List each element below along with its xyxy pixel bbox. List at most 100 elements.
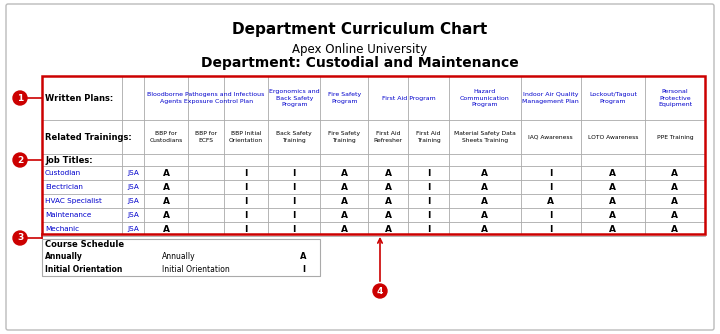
Text: I: I [245,224,248,233]
Text: Material Safety Data
Sheets Training: Material Safety Data Sheets Training [454,131,516,143]
Text: Initial Orientation: Initial Orientation [45,265,122,274]
Text: I: I [292,196,296,205]
Text: Fire Safety
Program: Fire Safety Program [328,93,361,104]
Text: A: A [672,210,678,219]
Text: A: A [341,210,348,219]
Text: A: A [609,224,616,233]
Text: PPE Training: PPE Training [657,135,693,140]
Text: Custodian: Custodian [45,170,81,176]
Text: I: I [302,265,305,274]
Text: A: A [609,196,616,205]
Text: 4: 4 [377,287,383,296]
Text: A: A [672,196,678,205]
Text: A: A [300,252,307,261]
Text: A: A [547,196,554,205]
Text: I: I [427,168,430,177]
Text: A: A [341,224,348,233]
Text: JSA: JSA [127,198,139,204]
Text: Related Trainings:: Related Trainings: [45,133,132,142]
Text: Written Plans:: Written Plans: [45,94,113,103]
Text: I: I [245,210,248,219]
Text: I: I [549,224,552,233]
Text: JSA: JSA [127,184,139,190]
Text: Lockout/Tagout
Program: Lockout/Tagout Program [589,93,636,104]
Text: A: A [341,182,348,191]
Circle shape [13,153,27,167]
Text: Ergonomics and
Back Safety
Program: Ergonomics and Back Safety Program [269,89,320,107]
Text: 2: 2 [17,156,23,165]
Text: 3: 3 [17,233,23,242]
Text: Indoor Air Quality
Management Plan: Indoor Air Quality Management Plan [522,93,579,104]
Text: A: A [385,196,392,205]
Text: I: I [292,182,296,191]
Text: A: A [385,224,392,233]
Text: First Aid
Refresher: First Aid Refresher [374,131,403,143]
Text: Annually: Annually [45,252,83,261]
Text: I: I [245,168,248,177]
Circle shape [373,284,387,298]
Text: A: A [385,182,392,191]
Text: A: A [163,182,169,191]
Text: A: A [609,210,616,219]
Text: A: A [163,196,169,205]
Text: I: I [292,168,296,177]
Bar [42,76,705,234]
Text: I: I [427,224,430,233]
Text: A: A [385,210,392,219]
Text: Electrician: Electrician [45,184,83,190]
Text: Hazard
Communication
Program: Hazard Communication Program [460,89,510,107]
Text: JSA: JSA [127,212,139,218]
Text: I: I [427,196,430,205]
Text: BBP for
ECFS: BBP for ECFS [195,131,217,143]
Text: JSA: JSA [127,170,139,176]
Text: A: A [341,168,348,177]
Text: HVAC Specialist: HVAC Specialist [45,198,102,204]
Text: Department Curriculum Chart: Department Curriculum Chart [233,21,487,36]
Text: Apex Online University: Apex Online University [292,42,428,55]
Circle shape [13,231,27,245]
Text: A: A [672,168,678,177]
Text: 1: 1 [17,94,23,103]
Text: A: A [481,210,488,219]
Text: Annually: Annually [162,252,196,261]
Text: A: A [672,224,678,233]
Text: I: I [292,210,296,219]
Text: Back Safety
Training: Back Safety Training [276,131,312,143]
Text: A: A [481,224,488,233]
Text: I: I [427,210,430,219]
Text: A: A [481,196,488,205]
Text: I: I [292,224,296,233]
Text: A: A [341,196,348,205]
Text: First Aid
Training: First Aid Training [416,131,441,143]
Text: A: A [481,168,488,177]
Text: JSA: JSA [127,226,139,232]
Text: A: A [481,182,488,191]
Text: Mechanic: Mechanic [45,226,79,232]
Text: Department: Custodial and Maintenance: Department: Custodial and Maintenance [201,56,519,70]
Text: A: A [385,168,392,177]
Text: Fire Safety
Training: Fire Safety Training [328,131,360,143]
Text: LOTO Awareness: LOTO Awareness [588,135,638,140]
Text: A: A [163,168,169,177]
Text: A: A [163,224,169,233]
Text: Personal
Protective
Equipment: Personal Protective Equipment [658,89,692,107]
Text: I: I [427,182,430,191]
Text: I: I [549,168,552,177]
Text: A: A [163,210,169,219]
Text: Course Schedule: Course Schedule [45,240,124,249]
Text: A: A [609,168,616,177]
FancyBboxPatch shape [6,4,714,330]
Text: Job Titles:: Job Titles: [45,156,93,165]
Text: A: A [672,182,678,191]
Text: BBP for
Custodians: BBP for Custodians [150,131,183,143]
Text: Bloodborne Pathogens and Infectious
Agents Exposure Control Plan: Bloodborne Pathogens and Infectious Agen… [148,93,265,104]
Text: I: I [549,182,552,191]
Text: I: I [549,210,552,219]
Circle shape [13,91,27,105]
Text: Initial Orientation: Initial Orientation [162,265,230,274]
Text: A: A [609,182,616,191]
Text: First Aid Program: First Aid Program [382,96,436,101]
Text: Maintenance: Maintenance [45,212,91,218]
Text: I: I [245,196,248,205]
Bar [42,239,320,276]
